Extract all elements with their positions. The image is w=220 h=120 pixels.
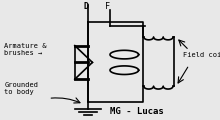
Text: Armature &
brushes →: Armature & brushes → (4, 43, 47, 56)
Text: Field coils: Field coils (183, 52, 220, 58)
Text: D: D (83, 2, 88, 11)
Text: Grounded
to body: Grounded to body (4, 82, 38, 95)
Text: MG - Lucas: MG - Lucas (110, 107, 163, 116)
Text: F: F (105, 2, 110, 11)
